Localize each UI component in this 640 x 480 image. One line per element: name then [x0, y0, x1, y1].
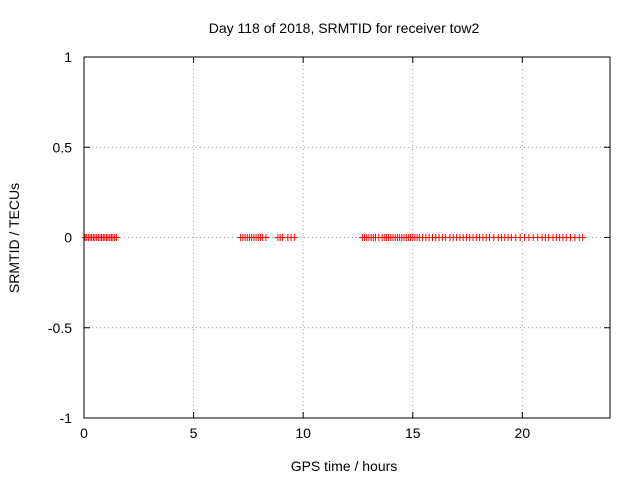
y-tick-label: 0	[64, 230, 72, 246]
y-tick-label: -1	[60, 410, 73, 426]
x-axis-label: GPS time / hours	[291, 458, 398, 474]
data-points	[81, 234, 587, 241]
y-axis-label: SRMTID / TECUs	[6, 183, 22, 293]
x-tick-label: 15	[405, 425, 421, 441]
data-point	[579, 234, 587, 241]
y-tick-label: 0.5	[53, 139, 73, 155]
chart-title: Day 118 of 2018, SRMTID for receiver tow…	[209, 20, 480, 36]
y-tick-label: 1	[64, 49, 72, 65]
data-point	[112, 234, 120, 241]
plot-frame	[83, 56, 611, 419]
data-point	[262, 234, 270, 241]
x-tick-label: 20	[515, 425, 531, 441]
x-tick-label: 0	[80, 425, 88, 441]
x-tick-labels: 0 5 10 15 20	[80, 425, 530, 441]
data-point	[290, 234, 298, 241]
y-tick-labels: 1 0.5 0 -0.5 -1	[48, 49, 72, 426]
x-tick-label: 5	[190, 425, 198, 441]
y-tick-label: -0.5	[48, 320, 72, 336]
x-tick-label: 10	[295, 425, 311, 441]
